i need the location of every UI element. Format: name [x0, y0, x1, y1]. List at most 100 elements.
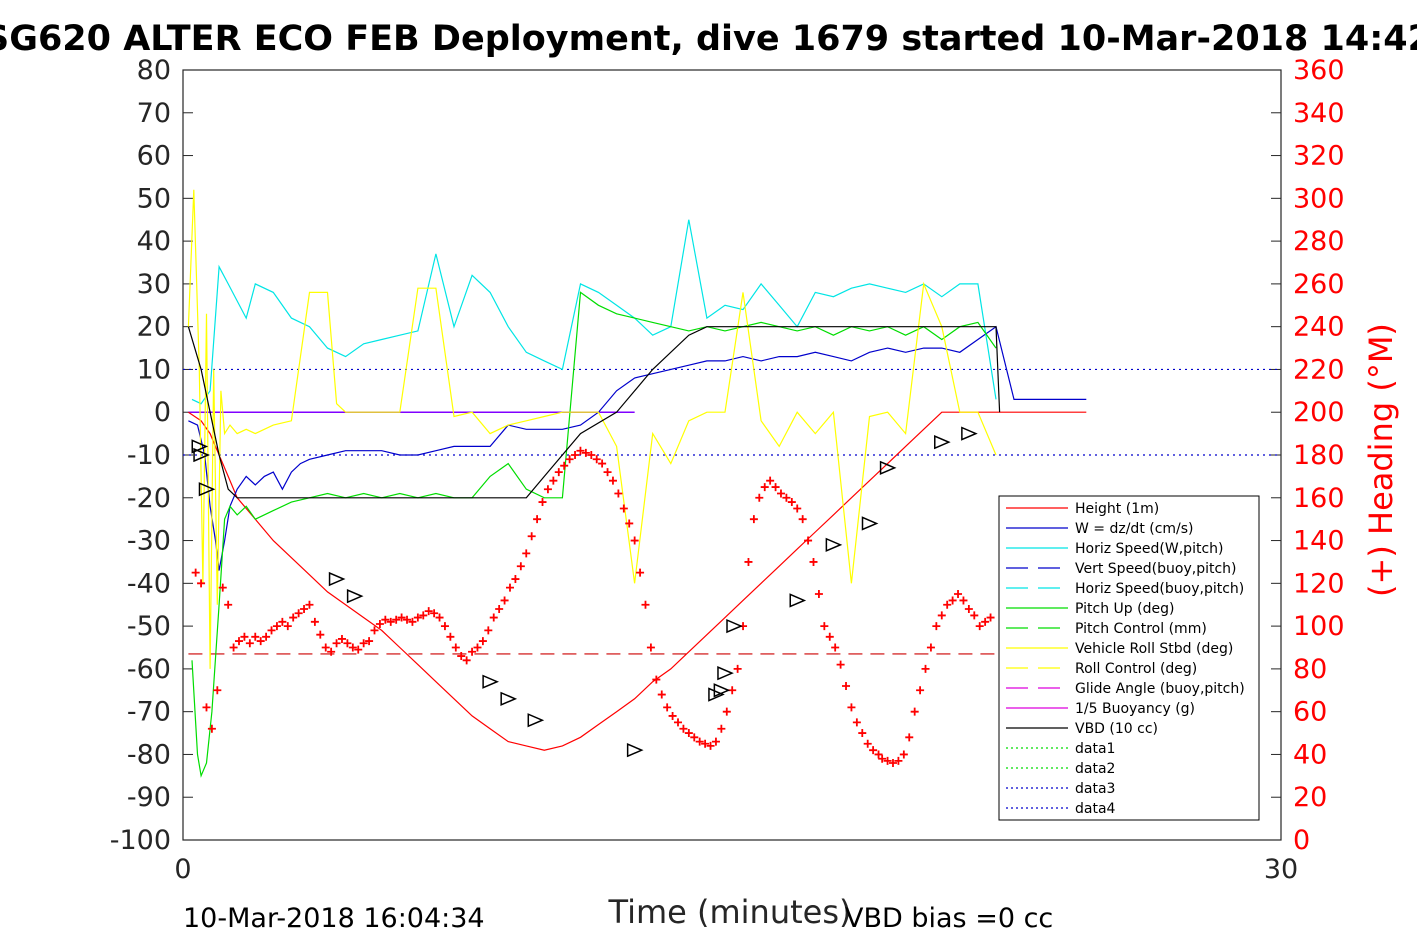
heading-point: [538, 498, 547, 507]
heading-point: [197, 579, 206, 588]
heading-point: [814, 590, 823, 599]
heading-point: [744, 557, 753, 566]
heading-point: [262, 632, 271, 641]
heading-point: [766, 476, 775, 485]
heading-point: [842, 682, 851, 690]
heading-point: [679, 724, 688, 733]
heading-point: [403, 615, 412, 624]
triangle-marker: [713, 683, 731, 698]
heading-point: [560, 461, 569, 470]
heading-point: [489, 613, 498, 622]
triangle-marker: [193, 447, 210, 463]
heading-point: [916, 686, 925, 695]
heading-point: [354, 645, 363, 654]
x-tick-label: 0: [174, 854, 191, 885]
heading-point: [831, 643, 840, 652]
heading-point: [782, 493, 791, 502]
heading-point: [316, 630, 325, 639]
heading-point: [646, 643, 655, 652]
heading-point: [365, 637, 374, 646]
heading-point: [787, 498, 796, 507]
y-tick-right-label: 220: [1293, 354, 1345, 385]
y-tick-right-label: 240: [1293, 312, 1345, 343]
heading-point: [852, 718, 861, 727]
heading-scatter: [191, 446, 995, 767]
triangle-marker: [708, 687, 725, 702]
heading-point: [959, 596, 968, 605]
heading-point: [516, 562, 525, 571]
heading-point: [894, 756, 903, 765]
heading-point: [587, 451, 596, 459]
heading-point: [636, 568, 645, 577]
heading-point: [386, 617, 395, 626]
heading-point: [468, 647, 477, 656]
chart-title: SG620 ALTER ECO FEB Deployment, dive 167…: [0, 19, 1417, 59]
heading-point: [251, 632, 260, 641]
y-tick-right-label: 60: [1293, 697, 1327, 728]
heading-point: [858, 729, 867, 738]
heading-point: [500, 596, 509, 605]
legend-label: Horiz Speed(buoy,pitch): [1075, 581, 1244, 597]
heading-point: [905, 733, 914, 742]
heading-point: [457, 652, 466, 661]
heading-point: [218, 583, 227, 592]
heading-point: [888, 759, 897, 767]
heading-point: [964, 605, 973, 613]
heading-point: [706, 741, 715, 750]
heading-point: [608, 476, 617, 485]
triangle-marker: [879, 460, 897, 475]
y-tick-right-label: 80: [1293, 654, 1327, 685]
y-tick-right-label: 160: [1293, 483, 1345, 514]
heading-point: [598, 459, 607, 468]
heading-point: [549, 476, 558, 485]
heading-point: [229, 643, 238, 652]
series-vbd-10-cc-: [187, 326, 1001, 499]
heading-point: [370, 626, 379, 635]
heading-point: [191, 568, 200, 577]
legend: Height (1m) W = dz/dt (cm/s) Horiz Speed(W…: [998, 495, 1260, 821]
legend-item: Vert Speed(buoy,pitch): [1006, 561, 1237, 577]
y-tick-left-label: 40: [137, 226, 171, 257]
triangle-marker: [961, 426, 978, 441]
heading-point: [825, 632, 834, 641]
heading-point: [883, 756, 892, 765]
legend-item: Height (1m): [1006, 501, 1159, 517]
heading-point: [359, 639, 368, 648]
series-horiz-speed-w-pitch-: [191, 219, 997, 405]
legend-label: data1: [1075, 741, 1115, 757]
heading-point: [701, 739, 710, 748]
y-tick-left-label: -20: [127, 483, 171, 514]
y-tick-right-label: 140: [1293, 526, 1345, 557]
legend-item: Roll Control (deg): [1006, 661, 1197, 677]
heading-point: [240, 632, 249, 641]
legend-item: data1: [1006, 741, 1115, 757]
heading-point: [473, 643, 482, 652]
heading-point: [921, 664, 930, 673]
heading-point: [970, 611, 979, 620]
legend-item: 1/5 Buoyancy (g): [1006, 701, 1195, 717]
heading-point: [348, 643, 357, 652]
legend-item: data2: [1006, 761, 1115, 777]
heading-point: [305, 600, 314, 609]
heading-point: [614, 489, 623, 498]
y-tick-right-label: 120: [1293, 568, 1345, 599]
y-tick-right-label: 20: [1293, 782, 1327, 813]
heading-point: [522, 549, 531, 558]
y-tick-left-label: -90: [127, 782, 171, 813]
legend-label: Pitch Control (mm): [1075, 621, 1207, 637]
heading-point: [981, 617, 990, 626]
x-ticks: 0 30: [174, 830, 1298, 885]
heading-point: [202, 703, 211, 712]
heading-point: [684, 729, 693, 738]
x-axis-label: Time (minutes): [608, 893, 852, 931]
heading-point: [267, 626, 276, 635]
legend-item: VBD (10 cc): [1006, 721, 1158, 737]
y-tick-right-label: 100: [1293, 611, 1345, 642]
heading-point: [327, 647, 336, 656]
y-tick-left-label: 0: [154, 397, 171, 428]
heading-point: [256, 637, 265, 646]
heading-point: [847, 703, 856, 712]
heading-point: [294, 609, 303, 618]
x-tick-label: 30: [1264, 854, 1298, 885]
